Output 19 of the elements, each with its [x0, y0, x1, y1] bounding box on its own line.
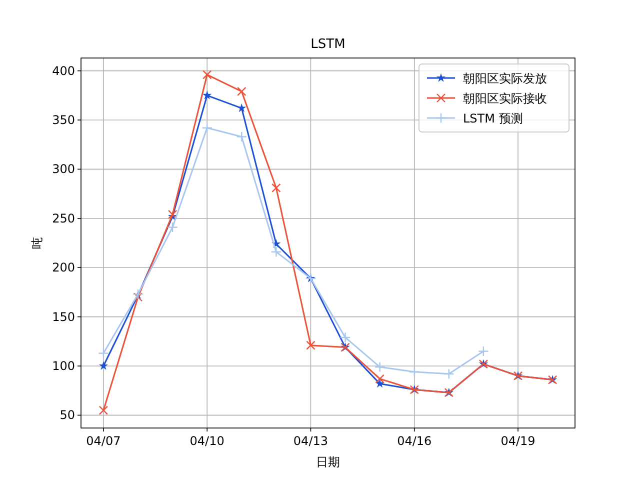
- x-tick-label: 04/10: [190, 434, 224, 448]
- y-axis-title: 吨: [30, 237, 44, 249]
- x-tick-label: 04/13: [293, 434, 328, 448]
- x-tick-label: 04/07: [86, 434, 121, 448]
- y-tick-label: 350: [52, 112, 75, 127]
- y-tick-label: 150: [52, 310, 75, 324]
- legend-label: LSTM 预测: [463, 112, 523, 126]
- y-tick-label: 200: [52, 260, 75, 275]
- x-axis-title: 日期: [316, 455, 340, 469]
- y-tick-label: 100: [52, 359, 75, 374]
- y-tick-label: 250: [52, 211, 75, 226]
- y-tick-label: 50: [60, 408, 75, 422]
- x-tick-label: 04/16: [397, 434, 432, 448]
- legend-label: 朝阳区实际接收: [463, 92, 547, 106]
- legend-label: 朝阳区实际发放: [463, 72, 547, 86]
- x-tick-label: 04/19: [500, 434, 536, 448]
- chart-title: LSTM: [310, 37, 346, 52]
- y-tick-label: 400: [52, 64, 75, 78]
- y-tick-label: 300: [52, 162, 75, 176]
